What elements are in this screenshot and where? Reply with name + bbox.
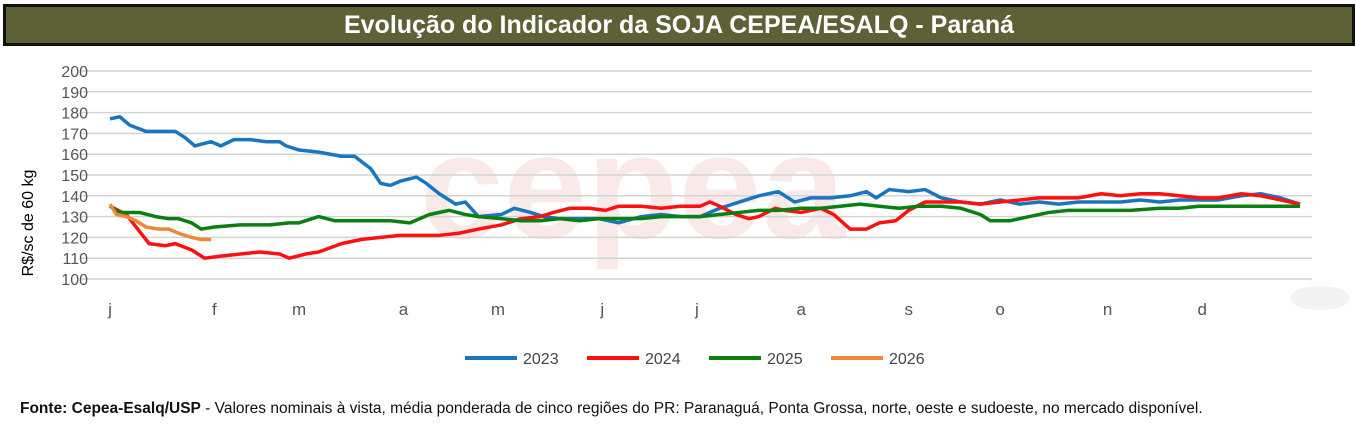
series-line-2026 (108, 203, 212, 242)
watermark: cepea (420, 102, 1350, 310)
x-tick-label: j (599, 300, 604, 319)
footnote: Fonte: Cepea-Esalq/USP - Valores nominai… (20, 398, 1320, 420)
y-axis-label: R$/sc de 60 kg (20, 170, 37, 277)
x-tick-label: m (491, 300, 505, 319)
series-line-2024 (109, 191, 1301, 260)
x-tick-label: j (107, 300, 112, 319)
y-tick-label: 110 (62, 251, 88, 268)
x-tick-label: s (905, 300, 914, 319)
y-tick-label: 180 (61, 106, 88, 123)
x-tick-label: a (796, 300, 806, 319)
x-tick-label: d (1197, 300, 1206, 319)
x-tick-label: o (995, 300, 1004, 319)
y-tick-label: 130 (61, 210, 88, 227)
y-tick-label: 160 (61, 147, 88, 164)
y-tick-label: 170 (61, 126, 88, 143)
chart-title: Evolução do Indicador da SOJA CEPEA/ESAL… (3, 4, 1355, 46)
y-tick-label: 140 (61, 189, 88, 206)
series-line-2025 (109, 202, 1300, 231)
x-tick-label: a (399, 300, 409, 319)
y-tick-label: 190 (61, 85, 88, 102)
legend-label: 2024 (645, 351, 681, 368)
y-tick-label: 120 (61, 230, 88, 247)
footnote-text: - Valores nominais à vista, média ponder… (200, 400, 1203, 417)
y-tick-label: 150 (61, 168, 88, 185)
legend-label: 2026 (889, 351, 925, 368)
legend-label: 2025 (767, 351, 803, 368)
x-tick-label: j (694, 300, 699, 319)
x-tick-label: n (1103, 300, 1112, 319)
series-line-2023 (109, 115, 1301, 225)
x-tick-label: m (292, 300, 306, 319)
svg-text:cepea: cepea (420, 102, 847, 270)
y-tick-label: 200 (61, 64, 88, 81)
legend-label: 2023 (523, 351, 559, 368)
footnote-source: Fonte: Cepea-Esalq/USP (20, 400, 201, 417)
y-tick-label: 100 (61, 272, 88, 289)
x-tick-label: f (212, 300, 217, 319)
line-chart: cepea 200190180170160150140130120110100 … (20, 64, 1350, 368)
